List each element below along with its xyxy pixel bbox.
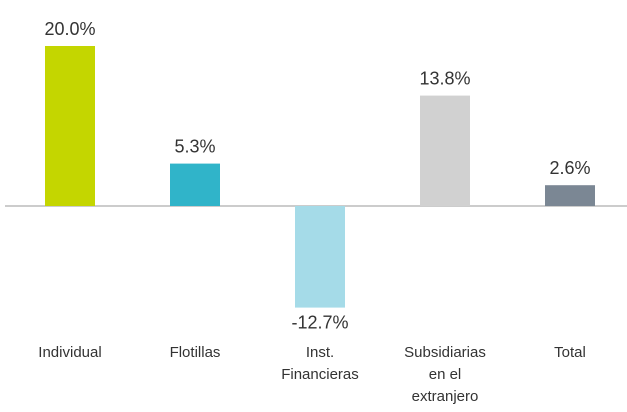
x-tick-label: Total (554, 344, 586, 361)
value-label: 2.6% (549, 158, 590, 178)
bar (45, 46, 95, 206)
bar (545, 185, 595, 206)
bar (295, 206, 345, 308)
value-label: 20.0% (44, 19, 95, 39)
value-label: -12.7% (291, 312, 348, 332)
bar (420, 95, 470, 206)
value-label: 13.8% (419, 68, 470, 88)
x-tick-label: Subsidiarias en el extranjero (404, 344, 486, 405)
x-tick-label: Flotillas (169, 344, 221, 361)
value-label: 5.3% (174, 136, 215, 156)
bar (170, 163, 220, 206)
x-tick-label: Inst. Financieras (281, 344, 359, 383)
x-tick-label: Individual (38, 344, 102, 361)
